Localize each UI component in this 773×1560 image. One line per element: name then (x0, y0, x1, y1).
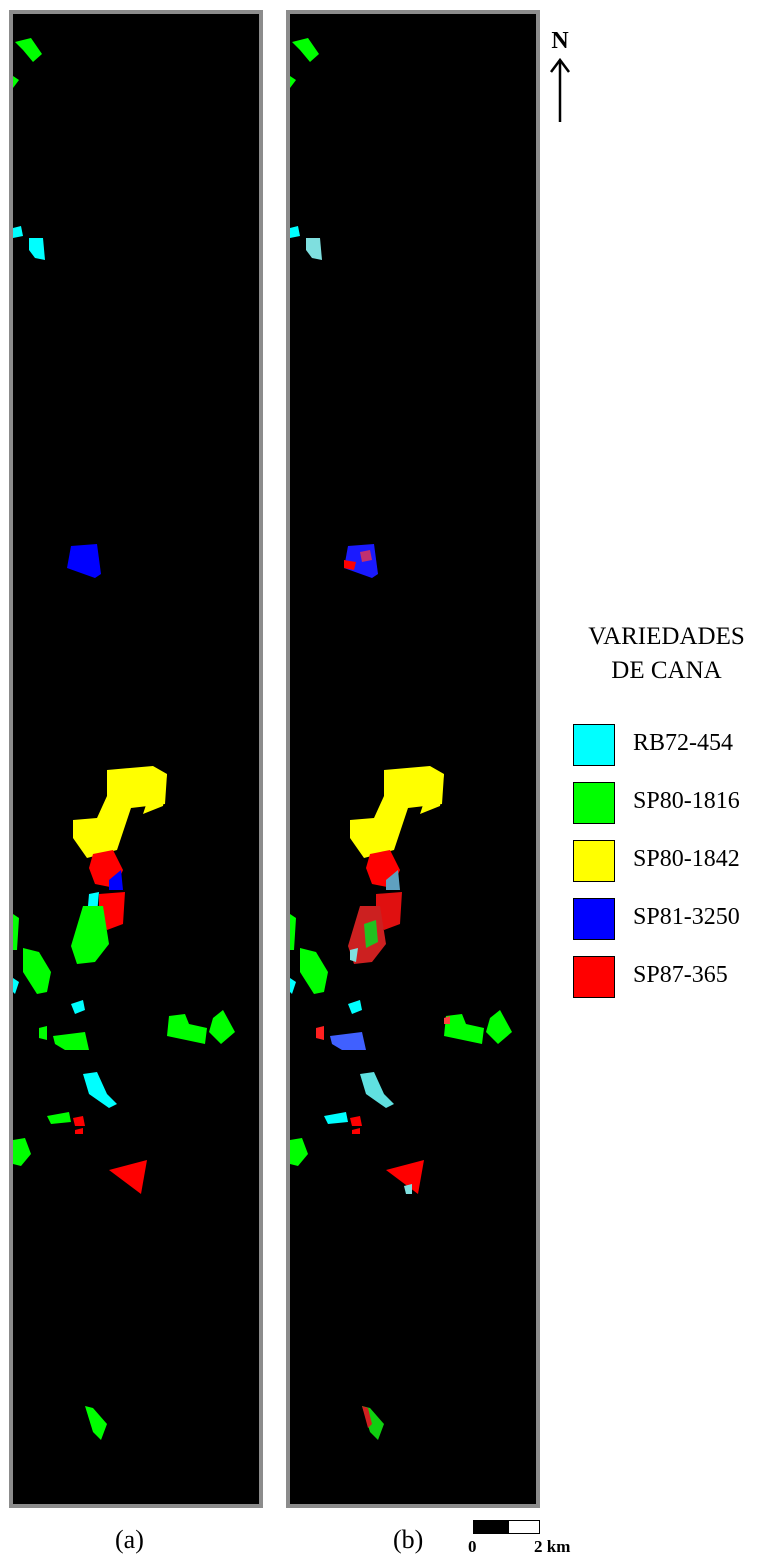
scale-end-label: 2 km (534, 1537, 570, 1557)
field-rb72-454 (348, 1000, 362, 1014)
legend-swatch (573, 782, 615, 824)
map-b-fields (290, 14, 536, 1504)
field-rb72-454 (71, 1000, 85, 1014)
legend-swatch (573, 840, 615, 882)
legend-swatch (573, 724, 615, 766)
field-sp87-365 (109, 1160, 147, 1194)
map-a-fields (13, 14, 259, 1504)
field-sp80-1816 (13, 914, 19, 950)
field-sp80-1816 (300, 948, 328, 994)
field-sp87-365 (352, 1128, 360, 1134)
panel-b-caption: (b) (393, 1525, 423, 1555)
field-rb72-454 (290, 978, 296, 994)
scale-start-label: 0 (468, 1537, 477, 1557)
field-sp80-1816 (290, 76, 296, 88)
north-label: N (545, 28, 575, 55)
field-rb72-454 (83, 1072, 117, 1108)
legend-item-sp81-3250: SP81-3250 (573, 898, 773, 956)
field-sp87-365 (350, 1116, 362, 1126)
legend-label: SP80-1842 (633, 846, 740, 873)
field-sp80-1816 (47, 1112, 71, 1124)
legend-label: RB72-454 (633, 730, 733, 757)
field-sp80-1816 (53, 1032, 89, 1050)
field-rb72-454 (13, 978, 19, 994)
field-sp80-1816 (290, 914, 296, 950)
field-sp80-1816 (23, 948, 51, 994)
field-sp80-1816 (486, 1010, 512, 1044)
field-rb72-454 (13, 226, 23, 238)
legend-label: SP81-3250 (633, 904, 740, 931)
field-rb72-454 (290, 226, 300, 238)
field-sp87-365 (73, 1116, 85, 1126)
scale-bar: 0 2 km (466, 1520, 586, 1560)
legend-item-sp80-1816: SP80-1816 (573, 782, 773, 840)
legend-swatch (573, 898, 615, 940)
field-sp80-1816 (13, 1138, 31, 1166)
legend-title-line1: VARIEDADES (560, 620, 773, 654)
north-arrow: N (545, 28, 575, 128)
field-sp80-1816 (13, 76, 19, 88)
legend-title: VARIEDADES DE CANA (560, 620, 773, 688)
scale-bar-black-segment (473, 1520, 509, 1534)
field-rb72-454 (404, 1184, 412, 1194)
field-sp80-1816 (85, 1406, 107, 1440)
field-sp80-1816 (290, 1138, 308, 1166)
field-sp87-365 (360, 550, 372, 562)
field-sp80-1816 (209, 1010, 235, 1044)
field-sp81-3250 (330, 1032, 366, 1050)
scale-bar-white-segment (508, 1520, 540, 1534)
map-panel-b (286, 10, 540, 1508)
field-sp80-1842 (73, 766, 167, 858)
legend: VARIEDADES DE CANA RB72-454 SP80-1816 SP… (560, 620, 773, 1014)
field-sp80-1816 (15, 38, 42, 62)
legend-title-line2: DE CANA (560, 654, 773, 688)
field-sp80-1816 (292, 38, 319, 62)
map-panel-a (9, 10, 263, 1508)
field-rb72-454 (306, 238, 322, 260)
field-sp80-1816 (39, 1026, 47, 1040)
field-rb72-454 (360, 1072, 394, 1108)
legend-item-sp80-1842: SP80-1842 (573, 840, 773, 898)
legend-item-sp87-365: SP87-365 (573, 956, 773, 1014)
field-sp87-365 (316, 1026, 324, 1040)
field-sp81-3250 (67, 544, 101, 578)
panel-a-caption: (a) (115, 1525, 144, 1555)
field-sp87-365 (444, 1016, 450, 1024)
field-sp80-1816 (71, 906, 109, 964)
field-sp80-1816 (167, 1014, 207, 1044)
field-sp87-365 (75, 1128, 83, 1134)
legend-item-rb72-454: RB72-454 (573, 724, 773, 782)
legend-label: SP87-365 (633, 962, 728, 989)
north-arrow-icon (545, 56, 575, 124)
field-rb72-454 (29, 238, 45, 260)
legend-swatch (573, 956, 615, 998)
legend-label: SP80-1816 (633, 788, 740, 815)
field-rb72-454 (324, 1112, 348, 1124)
field-sp80-1842 (350, 766, 444, 858)
